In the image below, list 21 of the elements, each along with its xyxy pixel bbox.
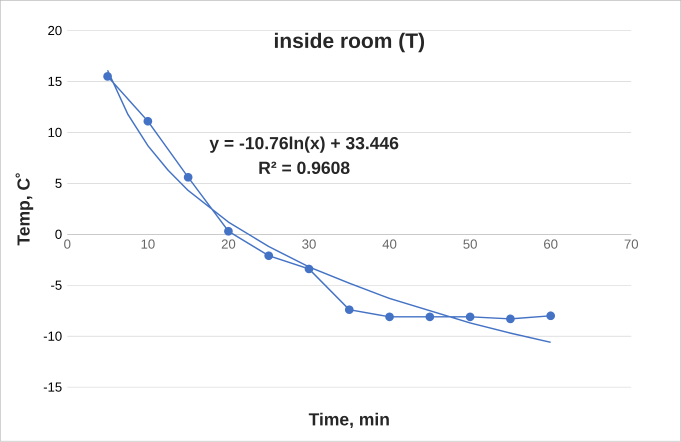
x-tick-label: 60 (544, 240, 558, 249)
y-tick-label: 15 (48, 77, 62, 86)
y-tick-label: 20 (48, 26, 62, 36)
x-tick-label: 50 (463, 240, 477, 249)
y-tick-label: 0 (55, 230, 62, 240)
x-tick-label: 40 (382, 240, 396, 249)
annotation: R² = 0.9608 (259, 162, 350, 174)
x-tick-label: 70 (624, 240, 638, 249)
y-tick-label: -5 (51, 280, 62, 290)
y-tick-label: -10 (44, 332, 62, 342)
x-tick-label: 20 (222, 240, 236, 249)
x-tick-label: 0 (64, 240, 70, 249)
y-tick-label: -15 (44, 382, 62, 392)
x-tick-label: 10 (142, 240, 155, 249)
x-axis-title: Time, min (308, 412, 389, 428)
x-tick-label: 30 (302, 240, 316, 249)
y-axis-title: Temp, C˚ (16, 173, 34, 246)
chart-title: inside room (T) (274, 32, 424, 53)
annotation: y = -10.76ln(x) + 33.446 (210, 136, 398, 154)
y-tick-label: 5 (55, 179, 62, 188)
y-tick-label: 10 (48, 128, 62, 138)
